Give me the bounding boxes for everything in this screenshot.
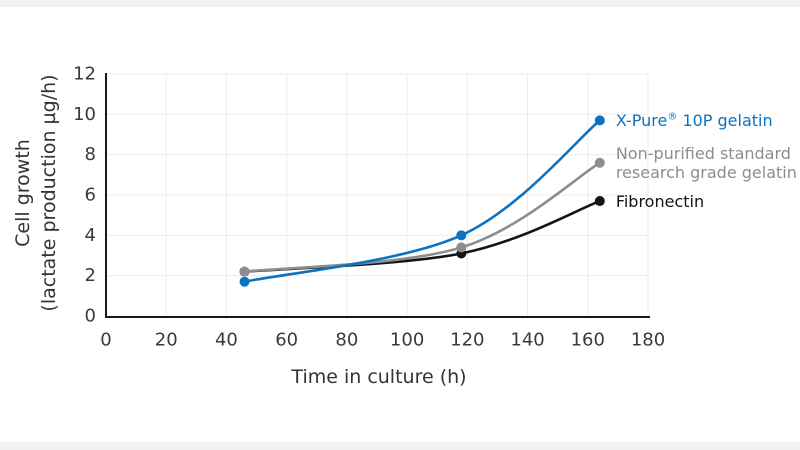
x-axis-title: Time in culture (h) [291,366,467,388]
y-tick-label: 10 [73,104,96,125]
x-tick-label: 60 [275,330,298,351]
series-marker [594,157,605,168]
y-tick-label: 6 [85,185,96,206]
series-marker [456,230,467,241]
series-marker [239,266,250,277]
series-marker [594,196,605,207]
y-axis-title-line2: (lactate production µg/h) [38,74,60,312]
y-axis-title: Cell growth (lactate production µg/h) [10,43,62,343]
x-tick-label: 160 [571,330,605,351]
y-tick-label: 4 [85,225,96,246]
series-marker [456,242,467,253]
bottom-letterbox [0,442,800,450]
y-tick-label: 12 [73,64,96,85]
gridlines [106,73,649,316]
series-layer [239,115,605,287]
x-tick-label: 80 [335,330,358,351]
y-tick-label: 0 [85,306,96,327]
y-tick-labels: 0 2 4 6 8 10 12 [73,64,96,327]
series-marker [594,115,605,126]
y-tick-label: 8 [85,144,96,165]
x-tick-label: 180 [631,330,665,351]
x-tick-label: 140 [510,330,544,351]
x-tick-label: 40 [215,330,238,351]
y-axis-title-line1: Cell growth [12,139,34,247]
axes [105,73,650,318]
x-tick-label: 0 [100,330,111,351]
x-tick-label: 20 [155,330,178,351]
series-line [243,199,602,273]
x-tick-label: 120 [450,330,484,351]
x-tick-label: 100 [390,330,424,351]
series-line [243,161,602,273]
top-letterbox [0,0,800,7]
y-tick-label: 2 [85,265,96,286]
series-marker [239,276,250,287]
x-tick-labels: 0 20 40 60 80 100 120 140 160 180 [100,330,665,351]
